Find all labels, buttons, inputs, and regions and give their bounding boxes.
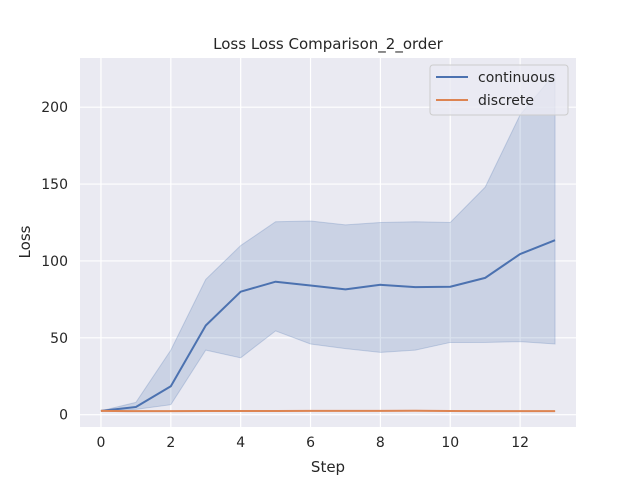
legend-label-discrete: discrete [478,93,534,109]
x-tick-label: 2 [166,435,175,451]
x-axis-label: Step [311,458,345,476]
line-continuous [100,239,556,412]
x-tick-label: 0 [96,435,105,451]
x-tick-label: 12 [511,435,529,451]
x-tick-label: 10 [441,435,459,451]
y-axis-label: Loss [16,225,34,258]
plot-area [80,58,576,427]
y-tick-label: 150 [41,177,68,193]
series-lines [100,239,556,413]
tick-labels: 0 2 4 6 8 10 12 0 50 100 150 200 [41,100,529,451]
x-tick-label: 6 [306,435,315,451]
y-tick-label: 100 [41,254,68,270]
y-tick-label: 200 [41,100,68,116]
x-tick-label: 4 [236,435,245,451]
y-tick-label: 50 [50,331,68,347]
band-continuous [100,72,556,412]
y-tick-label: 0 [59,408,68,424]
legend-label-continuous: continuous [478,70,555,86]
x-tick-label: 8 [376,435,385,451]
legend: continuous discrete [429,64,569,116]
chart-title: Loss Loss Comparison_2_order [213,35,444,54]
grid-lines [80,58,576,427]
